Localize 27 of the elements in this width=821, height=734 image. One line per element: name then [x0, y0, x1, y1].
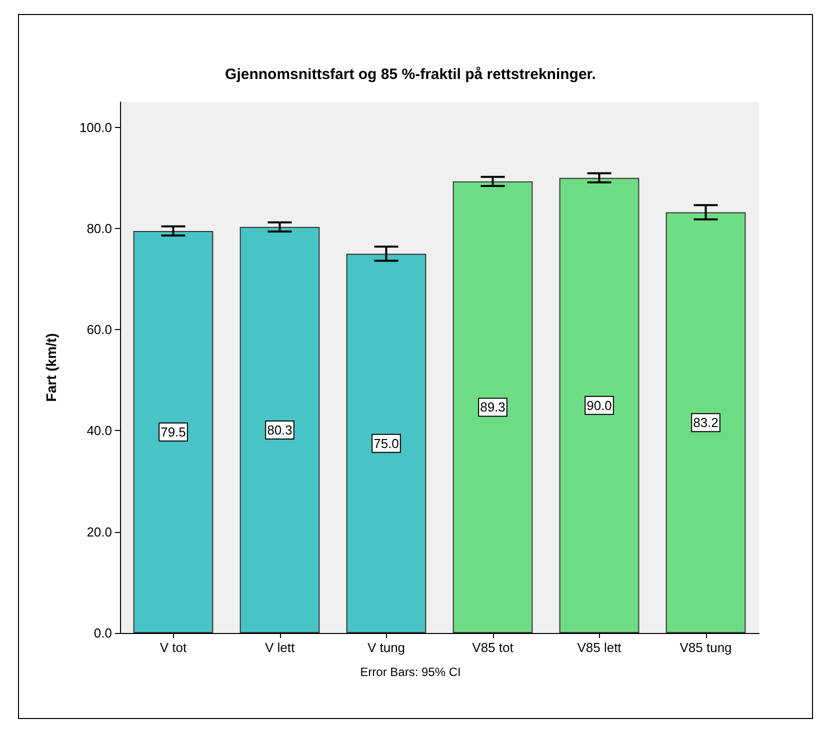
- chart-title: Gjennomsnittsfart og 85 %-fraktil på rettstrekninger.: [225, 66, 596, 83]
- bar: [666, 212, 746, 633]
- bar: [133, 230, 214, 633]
- text: Error Bars: 95% CI: [360, 665, 461, 679]
- y-tick-label: 60.0: [86, 322, 112, 338]
- x-tick-label: V tung: [367, 640, 406, 655]
- y-tick-label: 0.0: [94, 626, 112, 640]
- bar: [240, 226, 320, 633]
- bar: [346, 254, 426, 633]
- x-tick-label: V lett: [264, 640, 295, 655]
- y-axis-title: Fart (km/t): [43, 333, 59, 402]
- data-label: 75.0: [374, 436, 399, 451]
- data-label: 89.3: [480, 400, 506, 415]
- bar: [559, 178, 640, 633]
- data-label: 83.2: [693, 415, 718, 430]
- x-tick-label: V85 tot: [472, 640, 514, 655]
- y-tick-label: 40.0: [86, 423, 112, 438]
- data-label: 79.5: [160, 424, 186, 440]
- x-tick-label: V tot: [160, 640, 187, 655]
- x-tick-label: V85 tung: [680, 640, 732, 655]
- data-label: 90.0: [586, 398, 612, 413]
- y-tick-label: 100.0: [79, 120, 112, 135]
- y-tick-label: 80.0: [86, 220, 112, 236]
- x-tick-label: V85 lett: [577, 640, 622, 655]
- data-label: 80.3: [267, 422, 292, 438]
- y-tick-label: 20.0: [86, 524, 112, 540]
- bar: [452, 181, 533, 633]
